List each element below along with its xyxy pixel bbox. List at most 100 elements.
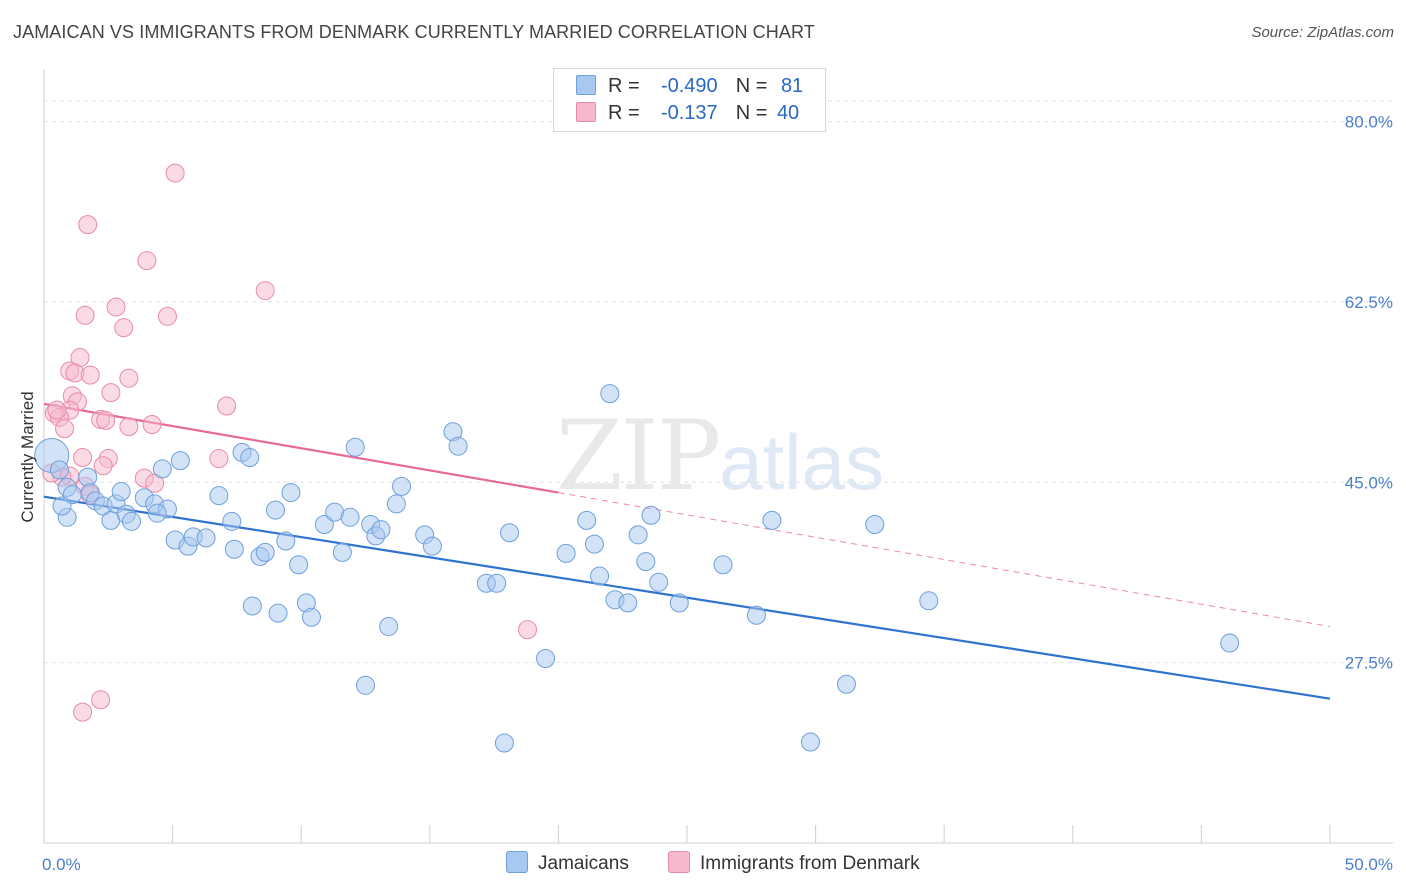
n-label: N = [735, 75, 768, 97]
watermark-atlas: atlas [719, 418, 884, 506]
point-denmark [255, 281, 275, 301]
point-jamaicans [746, 605, 766, 625]
r-value: -0.490 [660, 75, 718, 97]
point-denmark [518, 620, 538, 640]
y-tick-label: 80.0% [1345, 113, 1393, 132]
point-jamaicans [590, 566, 610, 586]
point-denmark [80, 365, 100, 385]
point-jamaicans [392, 476, 412, 496]
point-jamaicans [422, 536, 442, 556]
point-denmark [96, 410, 116, 430]
point-jamaicans [371, 520, 391, 540]
n-value: 81 [780, 75, 804, 97]
point-jamaicans [222, 511, 242, 531]
point-jamaicans [289, 555, 309, 575]
trend-line-denmark [43, 402, 559, 494]
n-label: N = [735, 102, 768, 124]
point-denmark [142, 415, 162, 435]
x-tick-label: 50.0% [1345, 855, 1393, 874]
point-jamaicans [240, 448, 260, 468]
stats-legend: R = -0.490 N = 81 R = -0.137 N = 40 [553, 68, 826, 132]
bottom-legend-label: Immigrants from Denmark [700, 853, 920, 874]
point-jamaicans [577, 510, 597, 530]
legend-swatch-jamaicans [576, 75, 596, 95]
point-jamaicans [494, 733, 514, 753]
point-jamaicans [636, 552, 656, 572]
point-denmark [73, 702, 93, 722]
point-jamaicans [762, 510, 782, 530]
data-points [34, 163, 1240, 753]
point-jamaicans [255, 542, 275, 562]
bottom-legend-swatch-jamaicans [506, 851, 528, 873]
point-jamaicans [865, 515, 885, 535]
axis-labels: 27.5% 45.0% 62.5% 80.0% 0.0% 50.0% Currently M… [18, 113, 1393, 874]
point-denmark [114, 318, 134, 338]
point-jamaicans [628, 525, 648, 545]
point-denmark [78, 215, 98, 235]
point-jamaicans [379, 617, 399, 637]
point-jamaicans [340, 507, 360, 527]
bottom-legend-swatch-denmark [668, 851, 690, 873]
point-denmark [157, 306, 177, 326]
chart-title: JAMAICAN VS IMMIGRANTS FROM DENMARK CURR… [13, 22, 815, 42]
point-jamaicans [649, 572, 669, 592]
watermark: ZIPatlas [556, 400, 884, 512]
y-tick-label: 62.5% [1345, 293, 1393, 312]
point-denmark [106, 297, 126, 317]
point-jamaicans [268, 603, 288, 623]
x-tick-label: 0.0% [42, 855, 81, 874]
watermark-zip: ZIP [556, 400, 721, 512]
r-value: -0.137 [660, 102, 718, 124]
point-jamaicans [224, 539, 244, 559]
point-jamaicans [265, 500, 285, 520]
point-jamaicans [281, 483, 301, 503]
point-jamaicans [536, 649, 556, 669]
point-jamaicans [556, 543, 576, 563]
legend-row-jamaicans: R = -0.490 N = 81 [576, 75, 803, 99]
point-jamaicans [618, 593, 638, 613]
point-jamaicans [78, 467, 98, 487]
point-jamaicans [448, 436, 468, 456]
point-denmark [75, 305, 95, 325]
bottom-legend-denmark: Immigrants from Denmark [668, 851, 920, 875]
point-denmark [101, 383, 121, 403]
point-jamaicans [386, 494, 406, 514]
y-tick-label: 27.5% [1345, 654, 1393, 673]
point-jamaicans [196, 528, 216, 548]
r-label: R = [608, 102, 640, 124]
point-jamaicans [301, 607, 321, 627]
point-jamaicans [584, 534, 604, 554]
trend-extension-denmark [558, 492, 1331, 628]
point-jamaicans [209, 486, 229, 506]
point-jamaicans [49, 460, 69, 480]
point-jamaicans [111, 482, 131, 502]
point-denmark [91, 690, 111, 710]
point-jamaicans [713, 555, 733, 575]
point-denmark [55, 419, 75, 439]
bottom-legend-jamaicans: Jamaicans [506, 851, 629, 875]
point-denmark [47, 400, 67, 420]
legend-row-denmark: R = -0.137 N = 40 [576, 102, 799, 126]
r-label: R = [608, 75, 640, 97]
point-denmark [137, 251, 157, 271]
point-jamaicans [487, 573, 507, 593]
point-jamaicans [600, 384, 620, 404]
y-tick-label: 45.0% [1345, 473, 1393, 492]
bottom-legend-label: Jamaicans [538, 853, 629, 874]
point-denmark [93, 456, 113, 476]
legend-swatch-denmark [576, 102, 596, 122]
point-jamaicans [500, 523, 520, 543]
point-jamaicans [356, 675, 375, 695]
n-value: 40 [776, 102, 800, 124]
point-jamaicans [314, 515, 334, 535]
point-denmark [209, 449, 229, 469]
point-jamaicans [800, 732, 820, 752]
point-jamaicans [1220, 633, 1240, 653]
point-jamaicans [919, 591, 939, 611]
point-jamaicans [121, 511, 141, 531]
point-jamaicans [669, 593, 689, 613]
point-denmark [73, 448, 93, 468]
point-denmark [165, 163, 185, 183]
grid-lines [44, 100, 1393, 664]
point-jamaicans [641, 505, 661, 525]
